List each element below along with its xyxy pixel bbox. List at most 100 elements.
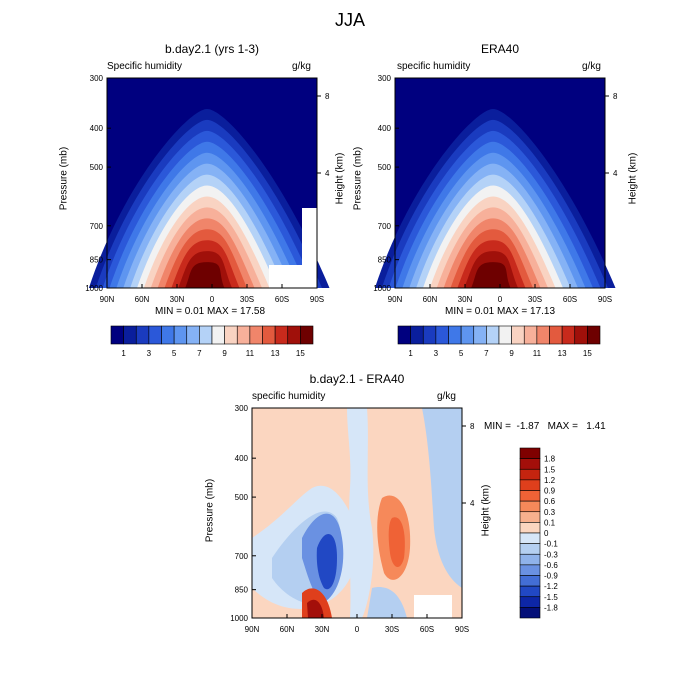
stats-text: MIN = 0.01 MAX = 17.58	[155, 306, 266, 317]
colorbar-swatch	[135, 325, 150, 345]
panel-title: ERA40	[480, 42, 520, 56]
colorbar-label: 5	[459, 349, 464, 358]
colorbar-swatch	[410, 325, 424, 345]
contour-plot-diff: 90N 60N 30N 0 30S 60S 90S 300 400 500 700 850 1000 8 4	[230, 404, 475, 634]
x-tick-label: 60S	[563, 295, 577, 304]
y-tick-label: 400	[378, 124, 392, 133]
contour-plot-model: 90N 60N 30N 0 30S 60S 90S 300 400 500 700 850 1000 8 4	[85, 74, 330, 304]
colorbar-swatch	[236, 325, 251, 345]
y-axis-label: Pressure (mb)	[204, 478, 216, 543]
colorbar-swatch	[519, 607, 541, 619]
x-tick-label: 60S	[275, 295, 289, 304]
colorbar-swatch	[519, 543, 541, 555]
colorbar-label: 3	[147, 349, 152, 358]
colorbar-label: -1.8	[544, 603, 558, 612]
y-axis-label: Pressure (mb)	[58, 146, 70, 211]
colorbar-swatch	[519, 468, 541, 481]
colorbar-swatch	[300, 325, 314, 345]
colorbar-swatch	[519, 447, 541, 459]
colorbar-label: -0.9	[544, 572, 558, 581]
colorbar-model: 1 3 5 7 9 11 13 15	[110, 325, 314, 358]
y-tick-label: 400	[235, 454, 249, 463]
panel-title: b.day2.1 (yrs 1-3)	[164, 42, 260, 56]
colorbar-swatch	[110, 325, 124, 345]
colorbar-swatch	[199, 325, 213, 345]
y-right-tick-label: 4	[325, 169, 330, 178]
y-tick-label: 1000	[85, 284, 103, 293]
y-tick-label: 1000	[230, 614, 248, 623]
y-right-tick-label: 8	[470, 422, 475, 431]
colorbar-label: 0.9	[544, 487, 556, 496]
x-tick-label: 90S	[598, 295, 612, 304]
panel-title: b.day2.1 - ERA40	[309, 372, 405, 386]
colorbar-swatch	[422, 325, 437, 345]
unit-label: g/kg	[582, 61, 601, 72]
colorbar-swatch	[274, 325, 289, 345]
colorbar-label: 13	[271, 349, 280, 358]
colorbar-label: 0	[544, 529, 549, 538]
colorbar-label: -0.1	[544, 540, 558, 549]
difference-contour-region	[367, 587, 407, 618]
colorbar-swatch	[287, 325, 301, 345]
colorbar-label: 1.5	[544, 465, 556, 474]
x-tick-label: 60S	[420, 625, 434, 634]
colorbar-label: 15	[296, 349, 305, 358]
x-tick-label: 90N	[100, 295, 115, 304]
stats-text: MIN = 0.01 MAX = 17.13	[445, 306, 556, 317]
y-right-tick-label: 4	[613, 169, 618, 178]
y-tick-label: 500	[235, 493, 249, 502]
y-tick-label: 700	[378, 222, 392, 231]
colorbar-swatch	[561, 325, 576, 345]
colorbar-swatch	[519, 585, 541, 598]
colorbar-label: 9	[509, 349, 514, 358]
colorbar-swatch	[574, 325, 588, 345]
colorbar-swatch	[519, 511, 541, 523]
colorbar-swatch	[224, 325, 238, 345]
colorbar-label: 1.8	[544, 455, 556, 464]
colorbar-swatch	[511, 325, 525, 345]
y-tick-label: 300	[378, 74, 392, 83]
colorbar-swatch	[211, 325, 225, 345]
stats-text: MIN = -1.87 MAX = 1.41	[484, 421, 606, 432]
colorbar-label: 0.1	[544, 518, 556, 527]
figure-title: JJA	[334, 10, 365, 30]
colorbar-label: 15	[583, 349, 592, 358]
colorbar-label: -1.2	[544, 582, 558, 591]
colorbar-swatch	[173, 325, 188, 345]
colorbar-label: -0.6	[544, 561, 558, 570]
colorbar-swatch	[523, 325, 538, 345]
colorbar-label: 1	[408, 349, 413, 358]
y-tick-label: 300	[90, 74, 104, 83]
colorbar-swatch	[249, 325, 263, 345]
y-tick-label: 500	[378, 163, 392, 172]
colorbar-swatch	[486, 325, 500, 345]
y-right-tick-label: 4	[470, 499, 475, 508]
colorbar-swatch	[435, 325, 449, 345]
x-tick-label: 0	[210, 295, 215, 304]
x-tick-label: 30N	[315, 625, 330, 634]
colorbar-swatch	[519, 458, 541, 470]
colorbar-swatch	[123, 325, 137, 345]
colorbar-swatch	[397, 325, 411, 345]
y-tick-label: 700	[235, 552, 249, 561]
colorbar-swatch	[148, 325, 162, 345]
y-tick-label: 500	[90, 163, 104, 172]
y-right-tick-label: 8	[325, 92, 330, 101]
colorbar-obs: 1 3 5 7 9 11 13 15	[397, 325, 601, 358]
humidity-contour-level	[471, 262, 511, 288]
topography-mask	[302, 208, 317, 288]
colorbar-swatch	[473, 325, 487, 345]
colorbar-swatch	[587, 325, 601, 345]
difference-contour-region	[307, 599, 324, 618]
topography-mask	[269, 265, 307, 288]
x-tick-label: 60N	[423, 295, 438, 304]
y-tick-label: 1000	[373, 284, 391, 293]
colorbar-label: 0.6	[544, 497, 556, 506]
x-tick-label: 30S	[528, 295, 542, 304]
y-tick-label: 300	[235, 404, 249, 413]
colorbar-label: 13	[558, 349, 567, 358]
colorbar-swatch	[519, 490, 541, 502]
y-tick-label: 700	[90, 222, 104, 231]
x-tick-label: 30N	[170, 295, 185, 304]
colorbar-label: 1.2	[544, 476, 556, 485]
